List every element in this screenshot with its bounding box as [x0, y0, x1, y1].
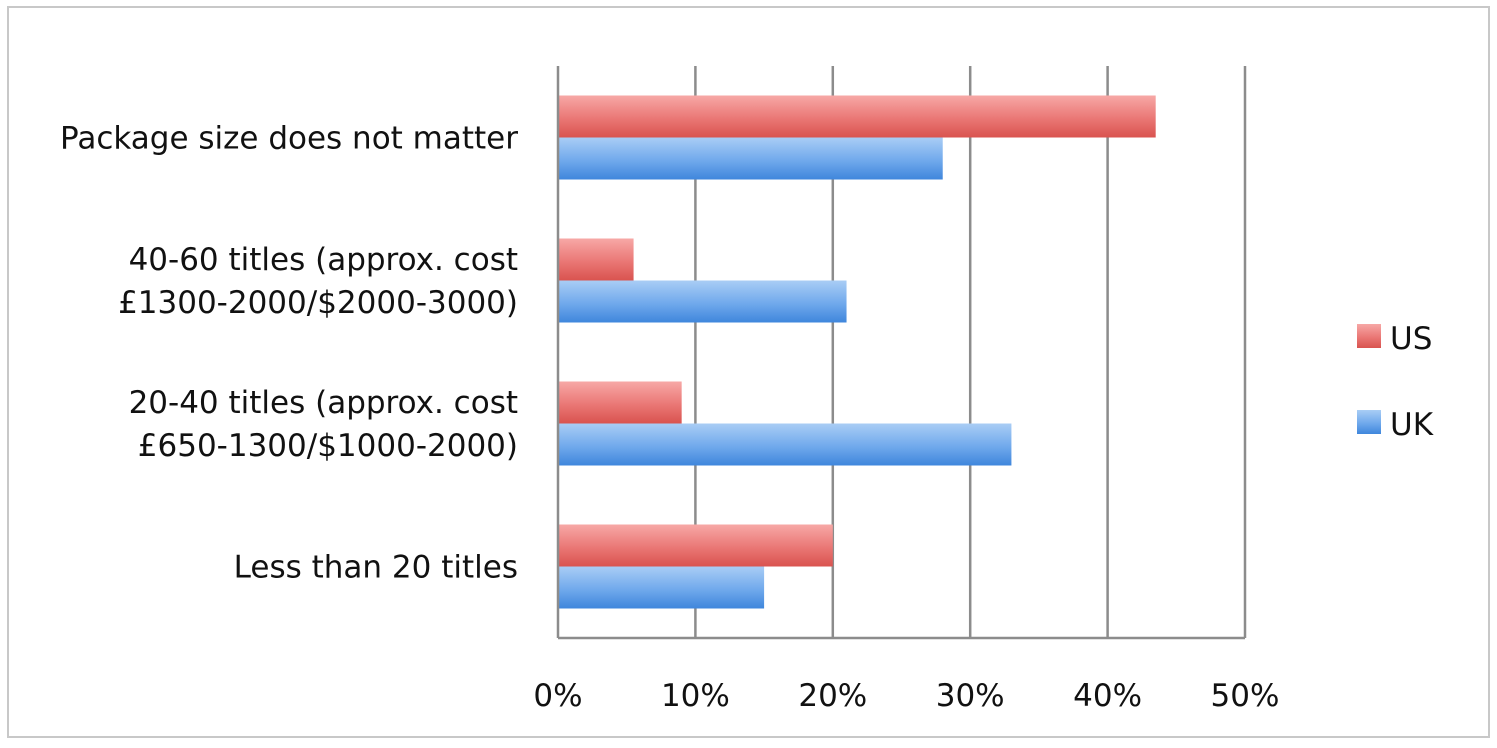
legend-item-uk: UK	[1357, 407, 1434, 443]
category-label: £1300-2000/$2000-3000)	[118, 285, 518, 321]
bar-us-2	[559, 381, 682, 424]
bars	[559, 95, 1156, 609]
x-tick-label: 20%	[798, 678, 867, 714]
bar-us-3	[559, 524, 833, 567]
category-label: 20-40 titles (approx. cost	[129, 385, 518, 421]
bar-uk-3	[559, 566, 765, 609]
x-tick-label: 30%	[936, 678, 1005, 714]
category-label: £650-1300/$1000-2000)	[138, 428, 518, 464]
legend-label-us: US	[1390, 321, 1432, 357]
x-tick-label: 40%	[1073, 678, 1142, 714]
bar-uk-1	[559, 280, 847, 323]
bar-uk-0	[559, 137, 943, 180]
x-tick-label: 0%	[533, 678, 582, 714]
category-labels: Package size does not matter 40-60 titles…	[60, 121, 518, 586]
x-tick-label: 50%	[1211, 678, 1280, 714]
bar-us-0	[559, 95, 1156, 138]
bar-us-1	[559, 238, 634, 281]
category-label: Less than 20 titles	[234, 550, 518, 586]
legend-label-uk: UK	[1390, 407, 1434, 443]
legend-swatch-us	[1357, 324, 1381, 348]
bar-uk-2	[559, 423, 1012, 466]
category-label: 40-60 titles (approx. cost	[129, 242, 518, 278]
axes	[556, 66, 1245, 640]
legend-swatch-uk	[1357, 410, 1381, 434]
legend-item-us: US	[1357, 321, 1432, 357]
category-label: Package size does not matter	[60, 121, 518, 157]
x-tick-label: 10%	[661, 678, 730, 714]
legend: US UK	[1357, 321, 1434, 443]
x-tick-labels: 0% 10% 20% 30% 40% 50%	[533, 678, 1279, 714]
